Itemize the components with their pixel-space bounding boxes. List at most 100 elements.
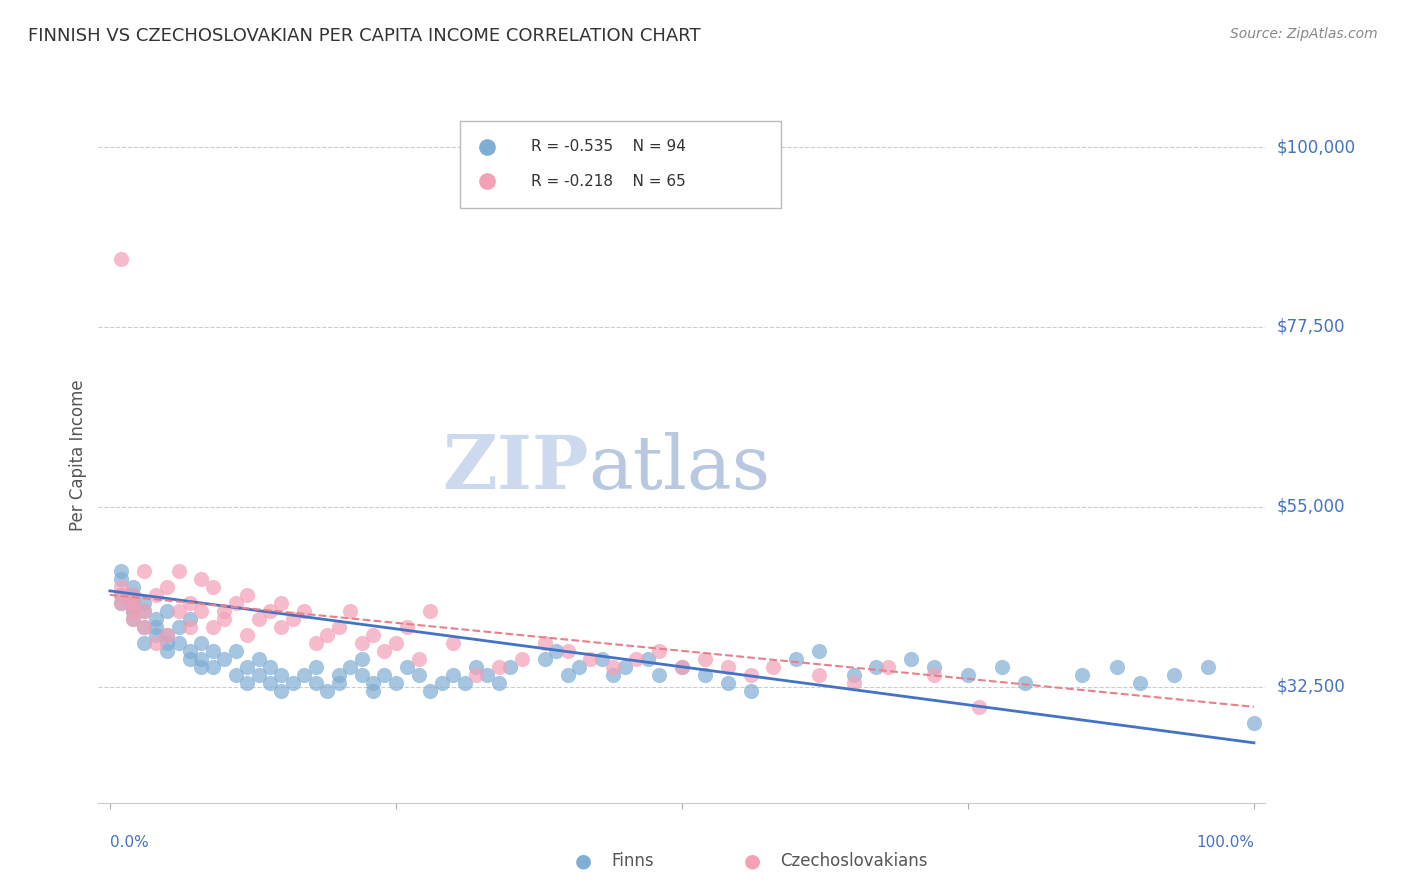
Text: Finns: Finns xyxy=(612,852,654,870)
Point xyxy=(922,660,945,674)
Point xyxy=(396,620,419,634)
Text: Czechoslovakians: Czechoslovakians xyxy=(780,852,928,870)
Text: $100,000: $100,000 xyxy=(1277,138,1355,156)
Point xyxy=(533,636,555,650)
Point xyxy=(361,676,384,690)
Text: 0.0%: 0.0% xyxy=(110,835,149,850)
Point xyxy=(156,628,179,642)
Point xyxy=(305,660,328,674)
Point xyxy=(110,572,132,586)
Point xyxy=(350,652,373,666)
Point xyxy=(842,676,865,690)
Point xyxy=(648,644,671,658)
Point xyxy=(121,580,143,594)
Point xyxy=(201,620,224,634)
Point xyxy=(110,580,132,594)
Point xyxy=(145,588,167,602)
Point xyxy=(179,644,201,658)
Point xyxy=(1105,660,1128,674)
Point xyxy=(637,652,659,666)
Point xyxy=(110,588,132,602)
Point xyxy=(842,668,865,682)
Point xyxy=(991,660,1014,674)
Point xyxy=(328,620,350,634)
Point xyxy=(121,596,143,610)
Point xyxy=(121,604,143,618)
Text: 100.0%: 100.0% xyxy=(1197,835,1254,850)
Point xyxy=(134,564,156,578)
Point xyxy=(1197,660,1219,674)
Point xyxy=(956,668,979,682)
Point xyxy=(568,660,591,674)
Point xyxy=(969,699,991,714)
Point xyxy=(693,652,716,666)
Point xyxy=(544,644,567,658)
Point xyxy=(134,596,156,610)
Point xyxy=(247,652,270,666)
Point xyxy=(373,668,395,682)
Point xyxy=(328,676,350,690)
Point xyxy=(190,636,212,650)
Point xyxy=(408,668,430,682)
Point xyxy=(671,660,693,674)
Text: $55,000: $55,000 xyxy=(1277,498,1346,516)
Point xyxy=(477,668,499,682)
Point xyxy=(316,628,339,642)
Point xyxy=(922,668,945,682)
Point xyxy=(121,604,143,618)
Point xyxy=(179,596,201,610)
Point xyxy=(533,652,555,666)
Point xyxy=(419,683,441,698)
Point xyxy=(613,660,636,674)
Point xyxy=(110,252,132,266)
Point xyxy=(225,644,247,658)
Text: R = -0.535    N = 94: R = -0.535 N = 94 xyxy=(531,139,686,154)
Point xyxy=(121,604,143,618)
Point xyxy=(156,604,179,618)
Point xyxy=(808,644,831,658)
Point xyxy=(270,668,292,682)
Point xyxy=(361,628,384,642)
Point xyxy=(179,612,201,626)
Point xyxy=(602,668,624,682)
Point xyxy=(419,604,441,618)
Point xyxy=(339,660,361,674)
Point xyxy=(259,660,281,674)
Point xyxy=(292,604,315,618)
Point xyxy=(1014,676,1036,690)
Point xyxy=(167,620,190,634)
Point xyxy=(121,612,143,626)
Point xyxy=(408,652,430,666)
Point xyxy=(808,668,831,682)
Point xyxy=(236,660,259,674)
Point xyxy=(557,668,579,682)
Point xyxy=(385,676,408,690)
FancyBboxPatch shape xyxy=(460,121,782,208)
Point xyxy=(900,652,922,666)
Text: Source: ZipAtlas.com: Source: ZipAtlas.com xyxy=(1230,27,1378,41)
Point xyxy=(281,676,304,690)
Text: $77,500: $77,500 xyxy=(1277,318,1346,336)
Point xyxy=(1243,715,1265,730)
Point xyxy=(156,644,179,658)
Point xyxy=(305,676,328,690)
Point xyxy=(385,636,408,650)
Point xyxy=(121,612,143,626)
Point xyxy=(671,660,693,674)
Point xyxy=(167,604,190,618)
Point xyxy=(214,652,236,666)
Point xyxy=(1071,668,1094,682)
Point xyxy=(134,604,156,618)
Point xyxy=(110,564,132,578)
Point xyxy=(167,636,190,650)
Point xyxy=(134,620,156,634)
Point xyxy=(396,660,419,674)
Point xyxy=(624,652,647,666)
Point xyxy=(785,652,807,666)
Text: R = -0.218    N = 65: R = -0.218 N = 65 xyxy=(531,174,686,189)
Point xyxy=(292,668,315,682)
Text: ZIP: ZIP xyxy=(441,433,589,506)
Point xyxy=(110,596,132,610)
Point xyxy=(488,660,510,674)
Point xyxy=(717,676,740,690)
